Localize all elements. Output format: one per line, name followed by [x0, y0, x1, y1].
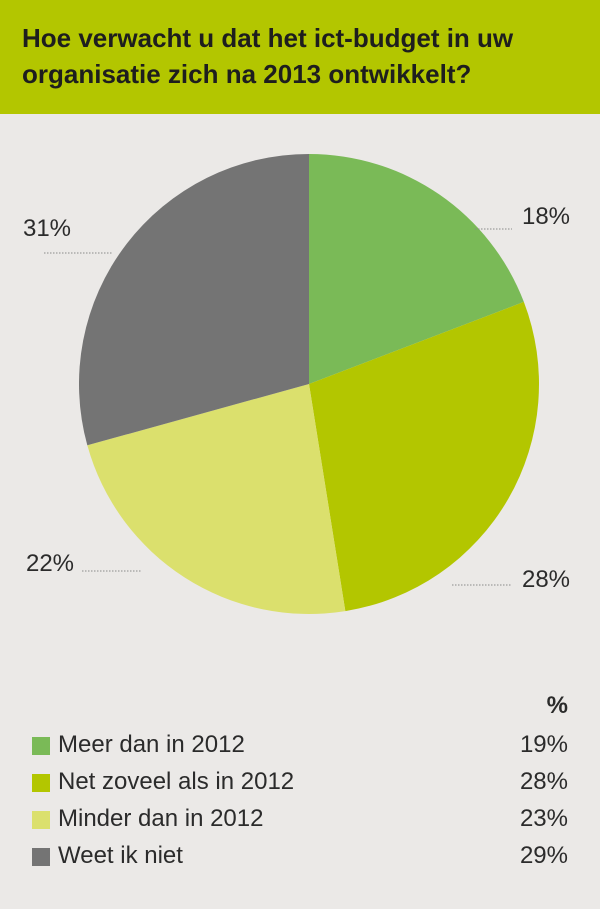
- legend-value: 19%: [519, 731, 568, 758]
- pie-chart: 18% 28% 22% 31%: [23, 154, 570, 614]
- legend-value: 28%: [519, 768, 568, 795]
- slice-data-label: 31%: [23, 215, 71, 242]
- legend-item: Weet ik niet 29%: [0, 839, 600, 876]
- legend-swatch: [32, 811, 50, 829]
- legend-item: Minder dan in 2012 23%: [0, 802, 600, 839]
- legend-value: 23%: [519, 805, 568, 832]
- legend-value: 29%: [519, 842, 568, 869]
- legend-item: Net zoveel als in 2012 28%: [0, 765, 600, 802]
- pie-slice: [87, 384, 346, 614]
- chart-title: Hoe verwacht u dat het ict-budget in uw …: [22, 23, 514, 89]
- legend-swatch: [32, 737, 50, 755]
- legend-label: Weet ik niet: [58, 842, 183, 869]
- slice-data-label: 28%: [522, 566, 570, 593]
- legend-swatch: [32, 848, 50, 866]
- legend-label: Net zoveel als in 2012: [58, 768, 295, 795]
- legend-unit-header: %: [546, 692, 568, 719]
- legend-item: Meer dan in 2012 19%: [0, 728, 600, 765]
- legend-label: Minder dan in 2012: [58, 805, 264, 832]
- legend-label: Meer dan in 2012: [58, 731, 245, 758]
- legend-swatch: [32, 774, 50, 792]
- chart-header: Hoe verwacht u dat het ict-budget in uw …: [0, 0, 600, 114]
- slice-data-label: 18%: [522, 203, 570, 230]
- pie-slice: [79, 154, 310, 446]
- pie-slice: [309, 154, 524, 384]
- legend: Meer dan in 2012 19% Net zoveel als in 2…: [0, 728, 600, 876]
- slice-data-label: 22%: [26, 550, 74, 577]
- pie-slice: [309, 301, 539, 612]
